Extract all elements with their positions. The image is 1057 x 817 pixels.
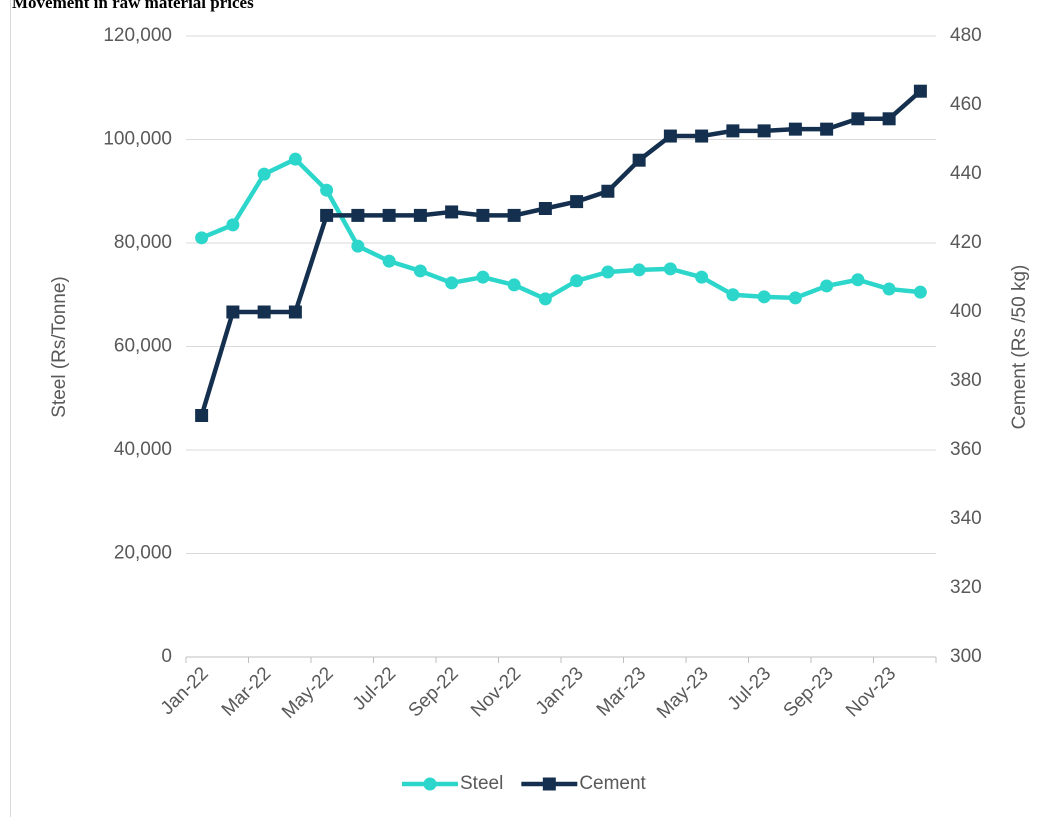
marker: [538, 292, 552, 306]
marker: [351, 239, 365, 253]
marker: [851, 273, 865, 287]
series-line: [200, 156, 921, 302]
marker: [382, 208, 396, 222]
y-tick-label: 40,000: [114, 439, 172, 460]
y-tick-label: 120,000: [103, 25, 172, 46]
marker: [538, 202, 552, 215]
marker: [226, 218, 240, 232]
marker: [257, 167, 271, 181]
y2-tick-label: 420: [950, 232, 982, 253]
y2-tick-label: 480: [950, 25, 982, 46]
marker: [663, 129, 677, 143]
marker: [632, 263, 646, 277]
marker: [757, 124, 771, 138]
y2-tick-label: 360: [950, 439, 982, 460]
marker: [507, 208, 521, 222]
y2-tick-label: 340: [950, 508, 982, 529]
y-tick-label: 20,000: [114, 543, 172, 564]
x-tick-label: Mar-22: [218, 663, 275, 720]
marker: [413, 264, 427, 278]
marker: [413, 208, 427, 222]
legend-label: Steel: [460, 773, 503, 794]
marker: [601, 265, 615, 279]
marker: [226, 305, 240, 319]
marker: [320, 208, 334, 222]
marker: [476, 208, 490, 222]
x-tick-label: May-22: [278, 663, 338, 723]
x-tick-label: Jul-23: [724, 663, 775, 714]
marker: [663, 262, 677, 276]
chart-title: Movement in raw material prices: [12, 0, 254, 12]
x-tick-label: Mar-23: [593, 663, 650, 720]
y-axis-title: Steel (Rs/Tonne): [49, 276, 70, 418]
x-tick-label: Sep-23: [780, 663, 838, 721]
chart-frame: [10, 0, 11, 817]
marker: [695, 129, 709, 143]
y2-tick-label: 320: [950, 577, 982, 598]
x-tick-label: Nov-23: [842, 663, 900, 721]
y2-tick-label: 380: [950, 370, 982, 391]
marker: [257, 305, 271, 319]
marker: [788, 122, 802, 136]
marker: [820, 279, 834, 293]
marker: [288, 152, 302, 166]
y-tick-label: 80,000: [114, 232, 172, 253]
legend-marker: [542, 777, 556, 791]
marker: [913, 285, 927, 299]
marker: [726, 124, 740, 138]
marker: [726, 288, 740, 302]
marker: [882, 282, 896, 296]
marker: [195, 231, 209, 245]
marker: [913, 84, 927, 98]
marker: [820, 122, 834, 136]
y-tick-label: 100,000: [103, 129, 172, 150]
x-tick-label: Jan-22: [157, 663, 213, 719]
y2-tick-label: 300: [950, 646, 982, 667]
marker: [476, 270, 490, 284]
x-tick-label: Sep-22: [405, 663, 463, 721]
marker: [351, 208, 365, 222]
marker: [445, 276, 459, 290]
marker: [695, 270, 709, 284]
y2-tick-label: 440: [950, 163, 982, 184]
marker: [570, 274, 584, 288]
y-tick-label: 0: [161, 646, 172, 667]
marker: [288, 305, 302, 319]
legend-marker: [423, 777, 437, 791]
marker: [320, 183, 334, 197]
legend-label: Cement: [579, 773, 646, 794]
marker: [851, 112, 865, 126]
y2-tick-label: 400: [950, 301, 982, 322]
marker: [601, 184, 615, 198]
marker: [195, 409, 209, 422]
y-tick-label: 60,000: [114, 336, 172, 357]
y2-tick-label: 460: [950, 94, 982, 115]
marker: [757, 290, 771, 304]
x-tick-label: Jan-23: [532, 663, 588, 719]
marker: [882, 112, 896, 126]
marker: [445, 205, 459, 219]
x-tick-label: May-23: [653, 663, 713, 723]
x-tick-label: Jul-22: [349, 663, 400, 714]
marker: [632, 153, 646, 167]
marker: [788, 291, 802, 305]
marker: [382, 254, 396, 268]
marker: [507, 278, 521, 292]
y2-axis-title: Cement (Rs /50 kg): [1009, 265, 1030, 430]
x-tick-label: Nov-22: [467, 663, 525, 721]
marker: [570, 195, 584, 209]
